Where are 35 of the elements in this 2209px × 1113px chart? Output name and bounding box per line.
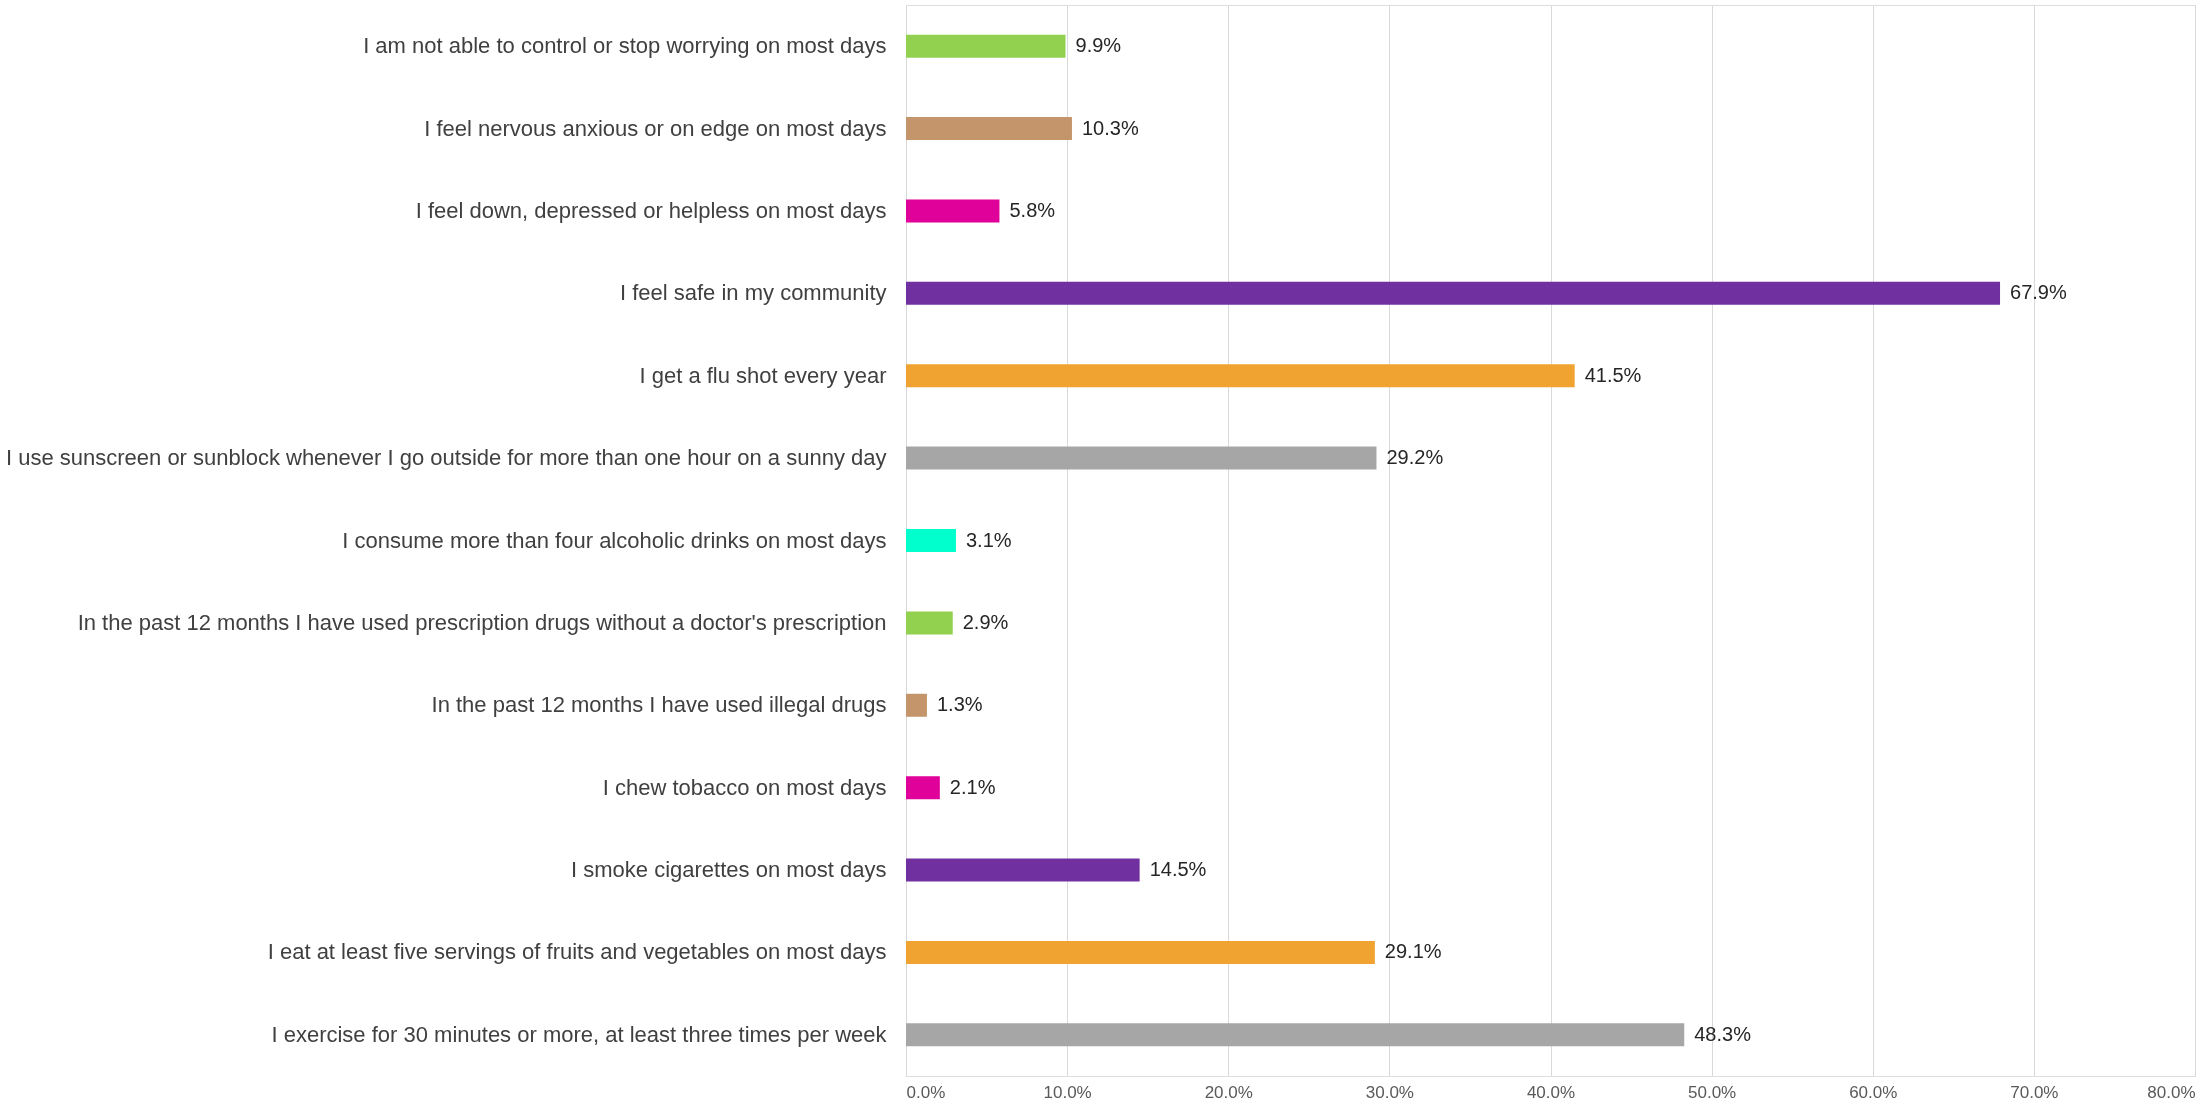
data-label: 41.5% — [1584, 363, 1642, 386]
y-tick-label: In the past 12 months I have used prescription drugs without a doctor's prescription — [77, 609, 887, 635]
data-label: 9.9% — [1075, 34, 1122, 57]
data-label: 29.2% — [1386, 446, 1444, 469]
data-label: 5.8% — [1009, 198, 1056, 221]
y-tick-label: I chew tobacco on most days — [602, 774, 887, 800]
x-tick-label: 20.0% — [1204, 1082, 1253, 1102]
x-tick-label: 30.0% — [1365, 1082, 1414, 1102]
data-label: 2.1% — [949, 775, 996, 798]
y-tick-label: In the past 12 months I have used illegal drugs — [431, 692, 887, 718]
x-tick-label: 10.0% — [1043, 1082, 1092, 1102]
data-label: 2.9% — [962, 610, 1009, 633]
y-tick-label: I feel safe in my community — [619, 280, 887, 306]
y-tick-label: I consume more than four alcoholic drinks on most days — [342, 527, 887, 553]
data-label: 10.3% — [1081, 116, 1139, 139]
y-tick-label: I feel nervous anxious or on edge on most days — [424, 115, 887, 141]
data-label: 1.3% — [936, 693, 983, 716]
x-tick-label: 0.0% — [906, 1082, 946, 1102]
y-tick-label: I get a flu shot every year — [639, 362, 887, 388]
data-label: 29.1% — [1384, 940, 1442, 963]
x-tick-label: 40.0% — [1526, 1082, 1576, 1102]
x-tick-label: 60.0% — [1849, 1082, 1898, 1102]
y-tick-label: I smoke cigarettes on most days — [571, 857, 887, 883]
data-label: 14.5% — [1149, 858, 1207, 881]
data-label: 48.3% — [1694, 1022, 1752, 1045]
y-tick-label: I am not able to control or stop worrying on most days — [363, 33, 887, 59]
data-label: 67.9% — [2010, 281, 2067, 304]
y-tick-label: I feel down, depressed or helpless on most days — [415, 197, 887, 223]
x-tick-label: 70.0% — [2010, 1082, 2059, 1102]
y-tick-label: I use sunscreen or sunblock whenever I go outside for more than one hour on a sunny day — [5, 445, 887, 471]
x-tick-label: 50.0% — [1688, 1082, 1737, 1102]
y-tick-label: I exercise for 30 minutes or more, at least three times per week — [271, 1021, 888, 1047]
y-tick-label: I eat at least five servings of fruits and vegetables on most days — [267, 939, 887, 965]
x-tick-label: 80.0% — [2147, 1082, 2196, 1102]
data-label: 3.1% — [965, 528, 1012, 551]
